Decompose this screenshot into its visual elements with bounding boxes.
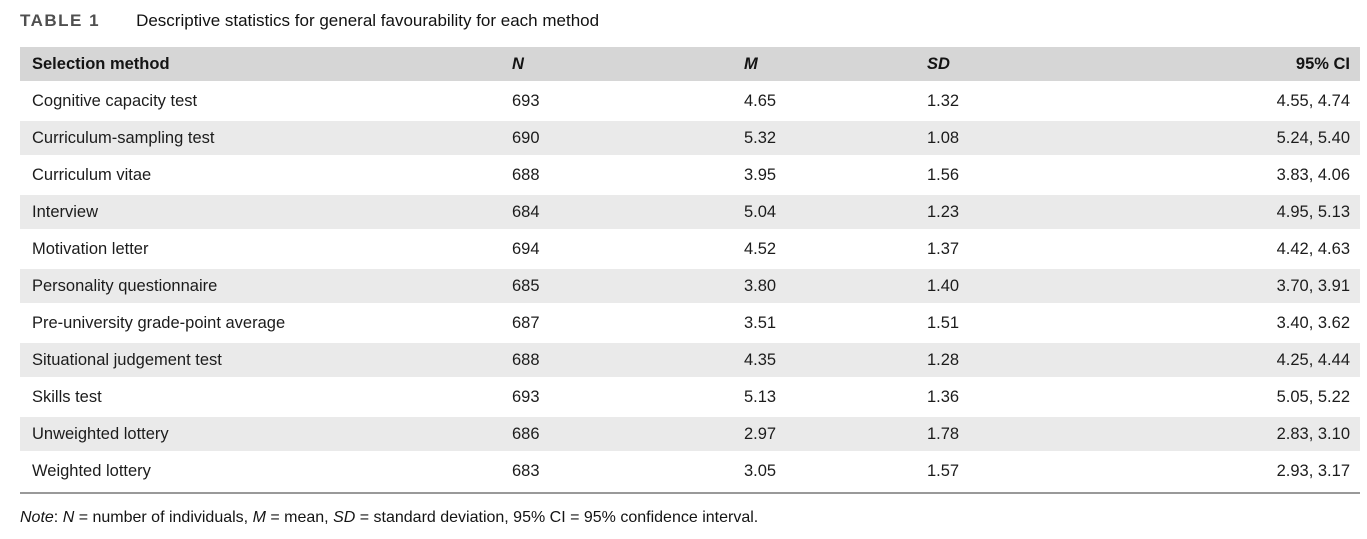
cell-95ci: 4.25, 4.44 — [1276, 350, 1350, 369]
cell-sd: 1.51 — [927, 313, 960, 332]
cell-sd: 1.78 — [927, 424, 960, 443]
table-header: Selection method N M SD 95% CI — [20, 47, 1360, 81]
table-row: Cognitive capacity test 693 4.65 1.32 4.55, … — [20, 84, 1360, 118]
cell-selection-method: Motivation letter — [32, 239, 149, 258]
table-row: Pre-university grade-point average 687 3.5… — [20, 306, 1360, 340]
note-segment: = standard deviation, 95% CI = 95% confi… — [355, 509, 759, 526]
cell-selection-method: Situational judgement test — [32, 350, 222, 369]
header-row: Selection method N M SD 95% CI — [20, 47, 1360, 81]
note-segment: : — [53, 509, 63, 526]
cell-m: 4.52 — [744, 239, 777, 258]
cell-m: 2.97 — [744, 424, 777, 443]
cell-95ci: 4.95, 5.13 — [1276, 202, 1350, 221]
cell-sd: 1.56 — [927, 165, 960, 184]
cell-m: 5.32 — [744, 128, 777, 147]
cell-sd: 1.08 — [927, 128, 960, 147]
cell-95ci: 3.70, 3.91 — [1276, 276, 1350, 295]
table-caption: TABLE 1 Descriptive statistics for genera… — [20, 10, 1360, 32]
cell-n: 684 — [512, 202, 540, 221]
cell-95ci: 4.55, 4.74 — [1276, 91, 1350, 110]
cell-sd: 1.36 — [927, 387, 960, 406]
cell-selection-method: Unweighted lottery — [32, 424, 169, 443]
cell-95ci: 5.05, 5.22 — [1276, 387, 1350, 406]
cell-95ci: 4.42, 4.63 — [1276, 239, 1350, 258]
cell-sd: 1.32 — [927, 91, 960, 110]
cell-m: 4.65 — [744, 91, 777, 110]
descriptive-statistics-table: Selection method N M SD 95% CI Cognitive… — [20, 44, 1360, 491]
note-segment: M — [252, 509, 266, 526]
cell-selection-method: Pre-university grade-point average — [32, 313, 286, 332]
cell-95ci: 5.24, 5.40 — [1276, 128, 1350, 147]
column-header-95ci: 95% CI — [1295, 54, 1350, 73]
cell-sd: 1.28 — [927, 350, 960, 369]
column-header-n: N — [512, 54, 524, 73]
cell-n: 693 — [512, 91, 540, 110]
table-row: Motivation letter 694 4.52 1.37 4.42, 4.63 — [20, 232, 1360, 266]
column-header-selection-method: Selection method — [32, 54, 170, 73]
cell-n: 694 — [512, 239, 540, 258]
cell-sd: 1.40 — [927, 276, 960, 295]
note-segment: Note — [20, 509, 54, 526]
table-note: Note: N = number of individuals, M = mea… — [20, 508, 1360, 528]
cell-n: 688 — [512, 165, 540, 184]
table-description: Descriptive statistics for general favou… — [136, 11, 600, 30]
cell-sd: 1.37 — [927, 239, 960, 258]
note-segment: = number of individuals, — [74, 509, 253, 526]
table-row: Situational judgement test 688 4.35 1.28 4.2… — [20, 343, 1360, 377]
table-bottom-rule — [20, 492, 1360, 494]
table-row: Interview 684 5.04 1.23 4.95, 5.13 — [20, 195, 1360, 229]
table-row: Unweighted lottery 686 2.97 1.78 2.83, 3.10 — [20, 417, 1360, 451]
cell-95ci: 3.40, 3.62 — [1276, 313, 1350, 332]
cell-selection-method: Personality questionnaire — [32, 276, 218, 295]
table-row: Skills test 693 5.13 1.36 5.05, 5.22 — [20, 380, 1360, 414]
table-number-label: TABLE 1 — [20, 11, 101, 30]
column-header-sd: SD — [927, 54, 950, 73]
cell-m: 3.95 — [744, 165, 777, 184]
cell-selection-method: Interview — [32, 202, 99, 221]
table-row: Curriculum vitae 688 3.95 1.56 3.83, 4.06 — [20, 158, 1360, 192]
cell-m: 5.13 — [744, 387, 777, 406]
note-segment: = mean, — [265, 509, 334, 526]
cell-selection-method: Weighted lottery — [32, 461, 151, 480]
cell-m: 3.80 — [744, 276, 777, 295]
cell-m: 3.51 — [744, 313, 777, 332]
cell-selection-method: Skills test — [32, 387, 102, 406]
cell-m: 3.05 — [744, 461, 777, 480]
cell-selection-method: Cognitive capacity test — [32, 91, 198, 110]
note-segment: N — [62, 509, 75, 526]
cell-n: 683 — [512, 461, 540, 480]
column-header-m: M — [744, 54, 758, 73]
cell-n: 693 — [512, 387, 540, 406]
table-row: Weighted lottery 683 3.05 1.57 2.93, 3.17 — [20, 454, 1360, 488]
cell-n: 690 — [512, 128, 540, 147]
cell-n: 687 — [512, 313, 540, 332]
cell-selection-method: Curriculum-sampling test — [32, 128, 215, 147]
table-row: Curriculum-sampling test 690 5.32 1.08 5.24,… — [20, 121, 1360, 155]
cell-n: 686 — [512, 424, 540, 443]
cell-m: 5.04 — [744, 202, 777, 221]
table-body: Cognitive capacity test 693 4.65 1.32 4.55, … — [20, 84, 1360, 488]
cell-95ci: 2.93, 3.17 — [1276, 461, 1350, 480]
cell-sd: 1.23 — [927, 202, 960, 221]
table-row: Personality questionnaire 685 3.80 1.40 3.70… — [20, 269, 1360, 303]
cell-sd: 1.57 — [927, 461, 960, 480]
note-segment: SD — [333, 509, 356, 526]
cell-95ci: 3.83, 4.06 — [1276, 165, 1350, 184]
cell-n: 685 — [512, 276, 540, 295]
cell-selection-method: Curriculum vitae — [32, 165, 152, 184]
cell-95ci: 2.83, 3.10 — [1276, 424, 1350, 443]
cell-n: 688 — [512, 350, 540, 369]
cell-m: 4.35 — [744, 350, 777, 369]
